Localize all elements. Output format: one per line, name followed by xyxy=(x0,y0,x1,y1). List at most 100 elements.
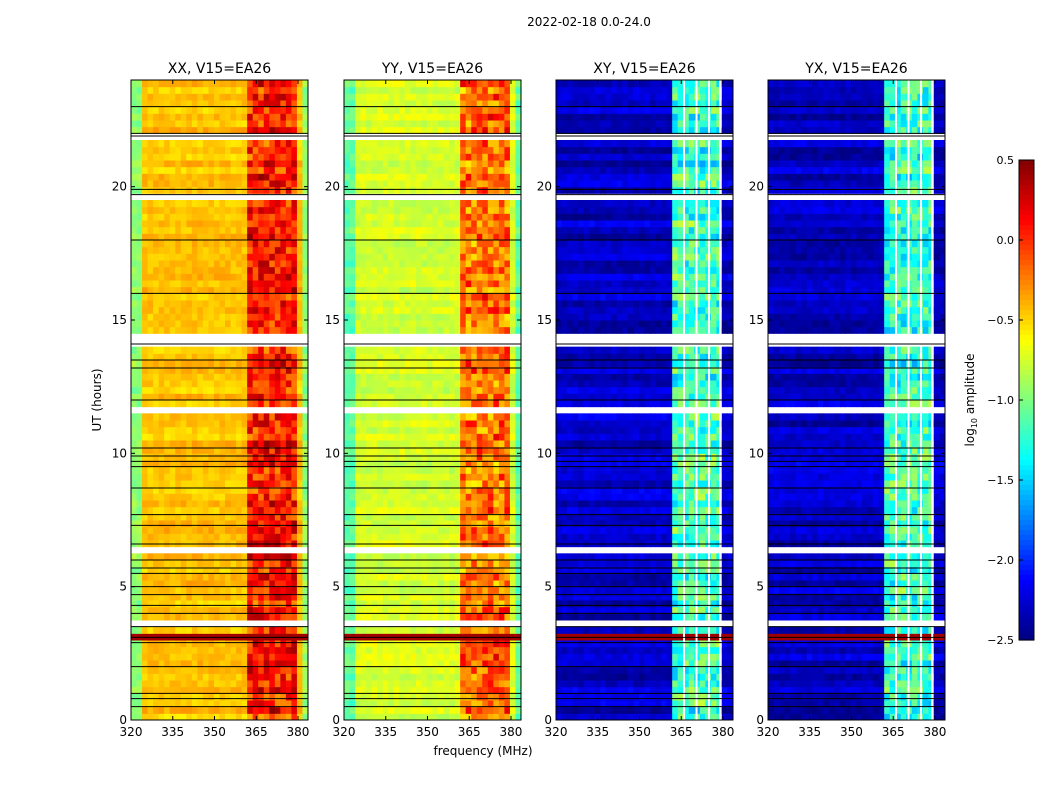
heatmap-cell xyxy=(258,306,265,314)
heatmap-cell xyxy=(219,353,226,361)
heatmap-cell xyxy=(197,213,204,221)
heatmap-cell xyxy=(410,413,417,421)
heatmap-cell xyxy=(153,520,160,528)
heatmap-cell xyxy=(504,520,511,528)
heatmap-cell xyxy=(191,160,198,168)
heatmap-cell xyxy=(366,453,373,461)
heatmap-cell xyxy=(147,560,154,568)
heatmap-cell xyxy=(153,526,160,534)
heatmap-cell xyxy=(186,553,193,561)
heatmap-cell xyxy=(247,666,254,674)
heatmap-cell xyxy=(296,233,303,241)
heatmap-cell xyxy=(285,446,292,454)
heatmap-cell xyxy=(164,480,171,488)
heatmap-cell xyxy=(147,126,154,134)
heatmap-cell xyxy=(219,500,226,508)
heatmap-cell xyxy=(241,366,248,374)
heatmap-cell xyxy=(191,580,198,588)
heatmap-cell xyxy=(247,426,254,434)
heatmap-cell xyxy=(202,273,209,281)
heatmap-cell xyxy=(291,626,298,634)
heatmap-cell xyxy=(393,493,400,501)
heatmap-cell xyxy=(285,520,292,528)
heatmap-cell xyxy=(142,580,149,588)
heatmap-cell xyxy=(208,226,215,234)
heatmap-cell xyxy=(236,353,243,361)
heatmap-cell xyxy=(432,346,439,354)
heatmap-cell xyxy=(219,420,226,428)
heatmap-cell xyxy=(142,166,149,174)
heatmap-cell xyxy=(426,313,433,321)
heatmap-cell xyxy=(136,293,143,301)
heatmap-cell xyxy=(230,580,237,588)
heatmap-cell xyxy=(247,646,254,654)
heatmap-cell xyxy=(258,346,265,354)
heatmap-cell xyxy=(493,586,500,594)
heatmap-cell xyxy=(219,706,226,714)
heatmap-cell xyxy=(471,413,478,421)
heatmap-cell xyxy=(213,533,220,541)
heatmap-cell xyxy=(230,660,237,668)
heatmap-cell xyxy=(360,566,367,574)
heatmap-cell xyxy=(410,353,417,361)
heatmap-cell xyxy=(219,626,226,634)
heatmap-cell xyxy=(296,553,303,561)
heatmap-cell xyxy=(225,653,232,661)
heatmap-cell xyxy=(399,493,406,501)
heatmap-cell xyxy=(269,373,276,381)
heatmap-cell xyxy=(460,426,467,434)
heatmap-cell xyxy=(158,273,165,281)
heatmap-cell xyxy=(197,453,204,461)
heatmap-cell xyxy=(175,500,182,508)
heatmap-cell xyxy=(344,646,351,654)
heatmap-cell xyxy=(465,526,472,534)
heatmap-cell xyxy=(142,86,149,94)
heatmap-cell xyxy=(269,473,276,481)
heatmap-cell xyxy=(180,280,187,288)
heatmap-cell xyxy=(136,706,143,714)
heatmap-cell xyxy=(399,506,406,514)
heatmap-cell xyxy=(296,613,303,621)
heatmap-cell xyxy=(393,373,400,381)
heatmap-cell xyxy=(180,93,187,101)
heatmap-cell xyxy=(296,113,303,121)
heatmap-cell xyxy=(377,266,384,274)
heatmap-cell xyxy=(263,93,270,101)
heatmap-cell xyxy=(404,413,411,421)
heatmap-cell xyxy=(360,273,367,281)
heatmap-cell xyxy=(296,180,303,188)
heatmap-cell xyxy=(136,573,143,581)
heatmap-cell xyxy=(180,393,187,401)
heatmap-cell xyxy=(213,673,220,681)
heatmap-cell xyxy=(252,100,259,108)
heatmap-cell xyxy=(191,366,198,374)
heatmap-cell xyxy=(482,280,489,288)
heatmap-cell xyxy=(432,393,439,401)
heatmap-cell xyxy=(274,506,281,514)
heatmap-cell xyxy=(252,653,259,661)
heatmap-cell xyxy=(454,580,461,588)
heatmap-cell xyxy=(263,373,270,381)
heatmap-cell xyxy=(449,566,456,574)
heatmap-cell xyxy=(142,573,149,581)
heatmap-cell xyxy=(515,693,522,701)
heatmap-cell xyxy=(142,360,149,368)
heatmap-cell xyxy=(460,286,467,294)
heatmap-cell xyxy=(360,706,367,714)
heatmap-cell xyxy=(438,673,445,681)
heatmap-cell xyxy=(186,146,193,154)
heatmap-cell xyxy=(426,506,433,514)
heatmap-cell xyxy=(426,593,433,601)
heatmap-cell xyxy=(197,173,204,181)
heatmap-cell xyxy=(509,593,516,601)
heatmap-cell xyxy=(208,506,215,514)
heatmap-cell xyxy=(360,673,367,681)
heatmap-cell xyxy=(465,253,472,261)
heatmap-cell xyxy=(136,173,143,181)
heatmap-cell xyxy=(274,566,281,574)
heatmap-cell xyxy=(131,466,138,474)
heatmap-cell xyxy=(236,513,243,521)
heatmap-cell xyxy=(344,586,351,594)
heatmap-cell xyxy=(202,246,209,254)
